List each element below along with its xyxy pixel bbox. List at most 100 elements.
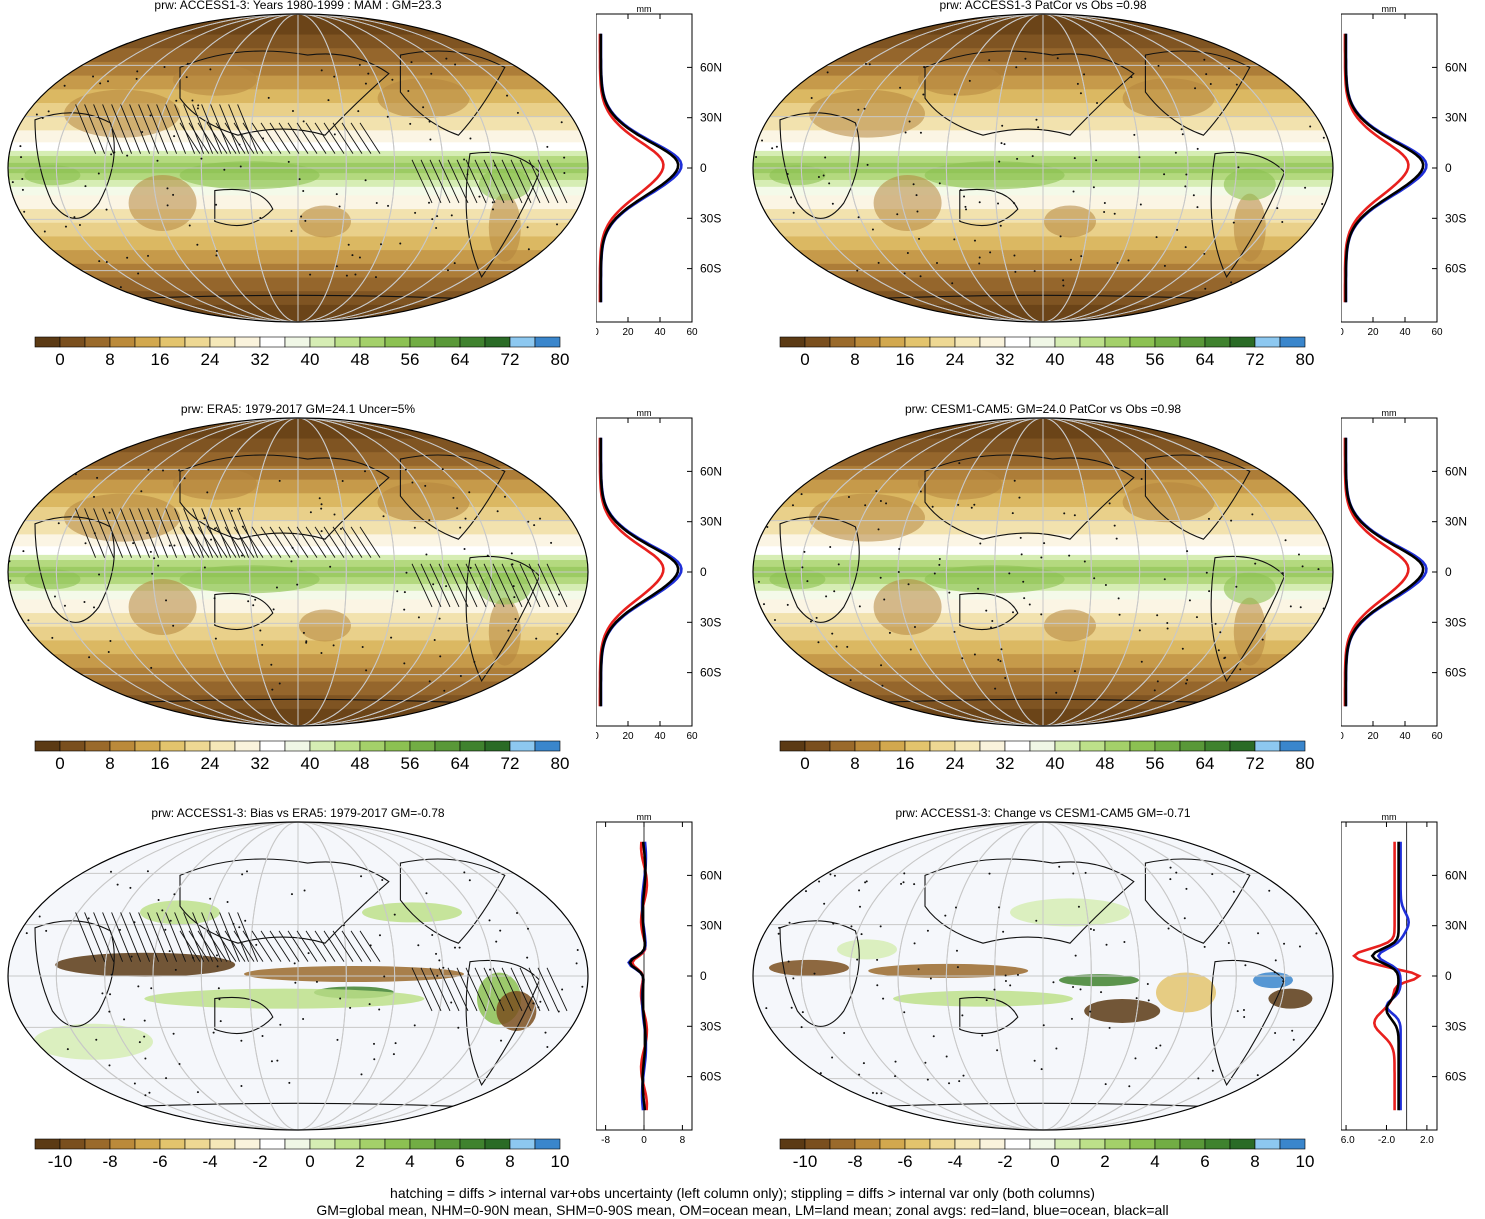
colorbar-label: 56: [400, 350, 420, 369]
colorbar-label: 4: [405, 1152, 415, 1171]
lat-tick-label: 0: [700, 565, 707, 579]
colorbar-swatch: [259, 336, 286, 348]
colorbar-label: 72: [1245, 754, 1265, 773]
colorbar-labels: 0 8 16 24 32 40 48 56 64 72 80: [34, 754, 569, 776]
colorbar-swatch: [459, 1138, 486, 1150]
zonal-line-all: [599, 437, 680, 707]
coastline: [959, 592, 1019, 631]
colorbar-swatch: [384, 336, 411, 348]
coastline: [214, 592, 274, 631]
colorbar-label: 72: [500, 754, 520, 773]
colorbar-label: 40: [300, 754, 320, 773]
colorbar-swatch: [1254, 336, 1281, 348]
colorbar-swatch: [1029, 336, 1056, 348]
coastline: [959, 996, 1019, 1035]
colorbar-label: -8: [102, 1152, 118, 1171]
lat-tick-label: 30S: [700, 615, 721, 629]
value-tick-label: 40: [654, 327, 666, 338]
colorbar-swatch: [434, 336, 461, 348]
lat-tick-label: 30S: [700, 1019, 721, 1033]
colorbar-swatch: [359, 740, 386, 752]
global-map: [7, 821, 589, 1131]
colorbar-label: 40: [300, 350, 320, 369]
colorbar-swatch: [1229, 740, 1256, 752]
map-field: [8, 418, 588, 726]
lat-tick-label: 0: [1445, 969, 1452, 983]
colorbar-label: 8: [105, 350, 115, 369]
colorbar-labels: 0 8 16 24 32 40 48 56 64 72 80: [779, 754, 1314, 776]
stippling: [8, 466, 586, 692]
colorbar-swatch: [459, 336, 486, 348]
colorbar-swatch: [34, 740, 61, 752]
zonal-line-ocean: [1376, 841, 1411, 1111]
colorbar-label: 80: [1295, 350, 1315, 369]
colorbar-swatch: [804, 1138, 831, 1150]
colorbar-swatch: [929, 740, 956, 752]
value-tick-label: 60: [686, 327, 698, 338]
colorbar-swatch: [1154, 740, 1181, 752]
colorbar-swatch: [1029, 1138, 1056, 1150]
map-border: [7, 13, 589, 323]
colorbar-swatch: [209, 740, 236, 752]
footer-note-legend: GM=global mean, NHM=0-90N mean, SHM=0-90…: [316, 1202, 1169, 1218]
colorbar-swatch: [159, 1138, 186, 1150]
colorbar-swatch: [1104, 1138, 1131, 1150]
colorbar-swatch: [84, 1138, 111, 1150]
zonal-average-plot: mm 60N 30N 0 30S 60S -6.0 -2.0 2.0: [1341, 812, 1467, 1146]
colorbar-swatch: [409, 740, 436, 752]
colorbar-swatch: [509, 740, 536, 752]
lat-tick-label: 30N: [700, 111, 722, 125]
colorbar: [779, 740, 1306, 752]
global-map: [7, 13, 589, 323]
zonal-line-all: [599, 33, 680, 303]
colorbar-label: -6: [152, 1152, 168, 1171]
hatching: [75, 104, 568, 204]
coastline: [34, 516, 115, 623]
colorbar-swatch: [1229, 1138, 1256, 1150]
lat-tick-label: 60S: [700, 262, 721, 276]
colorbar-label: 24: [945, 350, 965, 369]
lat-tick-label: 30S: [1445, 211, 1466, 225]
panel-access-clim: prw: ACCESS1-3: Years 1980-1999 : MAM : …: [0, 0, 745, 400]
colorbar-label: 6: [1200, 1152, 1210, 1171]
colorbar-swatch: [184, 336, 211, 348]
colorbar-label: 72: [1245, 350, 1265, 369]
colorbar-swatch: [284, 740, 311, 752]
zonal-average-plot: mm 60N 30N 0 30S 60S 0 20 40 60: [1341, 4, 1467, 338]
colorbar-label: 8: [1250, 1152, 1260, 1171]
colorbar-label: 80: [550, 754, 570, 773]
colorbar-label: -10: [792, 1152, 818, 1171]
coastline: [779, 112, 860, 219]
coastline: [1210, 959, 1286, 1086]
colorbar-label: 56: [1145, 350, 1165, 369]
colorbar-label: 0: [800, 350, 810, 369]
coastline: [34, 112, 115, 219]
zonal-line-land: [1351, 841, 1422, 1111]
colorbar-swatch: [84, 336, 111, 348]
colorbar-swatch: [509, 1138, 536, 1150]
colorbar-swatch: [1054, 740, 1081, 752]
colorbar-swatch: [1079, 1138, 1106, 1150]
colorbar-label: -4: [202, 1152, 218, 1171]
value-tick-label: -6.0: [1341, 1135, 1355, 1146]
value-tick-label: 20: [622, 327, 634, 338]
colorbar-label: 64: [450, 350, 470, 369]
colorbar-swatch: [534, 1138, 561, 1150]
value-tick-label: 0: [641, 1135, 647, 1146]
colorbar-label: 48: [350, 754, 370, 773]
colorbar-swatch: [854, 1138, 881, 1150]
lat-tick-label: 60S: [1445, 666, 1466, 680]
colorbar-label: 8: [850, 754, 860, 773]
lat-tick-label: 30N: [1445, 111, 1467, 125]
colorbar-swatch: [954, 740, 981, 752]
colorbar-labels: -10 -8 -6 -4 -2 0 2 4 6 8 10: [779, 1152, 1315, 1174]
zonal-unit-label: mm: [637, 812, 652, 822]
colorbar-labels: 0 8 16 24 32 40 48 56 64 72 80: [34, 350, 569, 372]
value-tick-label: 40: [1399, 731, 1411, 742]
value-tick-label: 0: [1341, 731, 1344, 742]
colorbar-swatch: [109, 1138, 136, 1150]
colorbar-swatch: [779, 1138, 806, 1150]
colorbar-swatch: [1129, 336, 1156, 348]
colorbar-swatch: [159, 740, 186, 752]
colorbar-swatch: [1279, 1138, 1306, 1150]
